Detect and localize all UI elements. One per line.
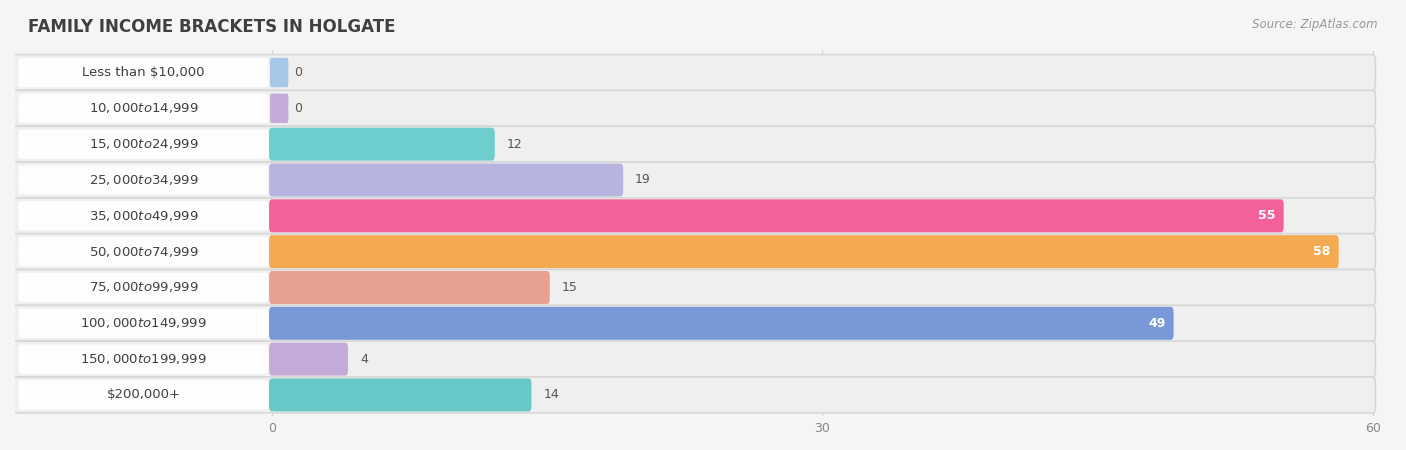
Text: FAMILY INCOME BRACKETS IN HOLGATE: FAMILY INCOME BRACKETS IN HOLGATE: [28, 18, 395, 36]
FancyBboxPatch shape: [269, 199, 1284, 232]
FancyBboxPatch shape: [18, 94, 269, 123]
Text: 0: 0: [294, 102, 302, 115]
FancyBboxPatch shape: [270, 58, 288, 87]
FancyBboxPatch shape: [13, 90, 1375, 126]
Text: 15: 15: [562, 281, 578, 294]
FancyBboxPatch shape: [13, 126, 1375, 162]
FancyBboxPatch shape: [269, 235, 1339, 268]
FancyBboxPatch shape: [13, 54, 1375, 90]
FancyBboxPatch shape: [18, 273, 269, 302]
Text: $35,000 to $49,999: $35,000 to $49,999: [89, 209, 198, 223]
Text: $200,000+: $200,000+: [107, 388, 180, 401]
Text: 19: 19: [636, 174, 651, 186]
FancyBboxPatch shape: [269, 307, 1174, 340]
FancyBboxPatch shape: [269, 378, 531, 411]
Text: $50,000 to $74,999: $50,000 to $74,999: [89, 245, 198, 259]
FancyBboxPatch shape: [13, 377, 1375, 413]
FancyBboxPatch shape: [13, 341, 1375, 377]
FancyBboxPatch shape: [13, 234, 1375, 270]
Text: 4: 4: [360, 353, 368, 365]
FancyBboxPatch shape: [18, 309, 269, 338]
FancyBboxPatch shape: [18, 58, 269, 87]
Text: 49: 49: [1147, 317, 1166, 330]
FancyBboxPatch shape: [18, 380, 269, 410]
FancyBboxPatch shape: [269, 271, 550, 304]
Text: 0: 0: [294, 66, 302, 79]
FancyBboxPatch shape: [18, 237, 269, 266]
FancyBboxPatch shape: [13, 198, 1375, 234]
FancyBboxPatch shape: [18, 130, 269, 159]
Text: 12: 12: [506, 138, 523, 151]
FancyBboxPatch shape: [13, 162, 1375, 198]
FancyBboxPatch shape: [13, 306, 1375, 341]
Text: $10,000 to $14,999: $10,000 to $14,999: [89, 101, 198, 115]
FancyBboxPatch shape: [269, 342, 349, 376]
Text: $25,000 to $34,999: $25,000 to $34,999: [89, 173, 198, 187]
Text: Less than $10,000: Less than $10,000: [82, 66, 205, 79]
FancyBboxPatch shape: [18, 344, 269, 374]
FancyBboxPatch shape: [18, 201, 269, 230]
FancyBboxPatch shape: [269, 128, 495, 161]
FancyBboxPatch shape: [13, 270, 1375, 306]
Text: $15,000 to $24,999: $15,000 to $24,999: [89, 137, 198, 151]
FancyBboxPatch shape: [269, 163, 623, 197]
Text: $75,000 to $99,999: $75,000 to $99,999: [89, 280, 198, 294]
Text: 55: 55: [1258, 209, 1275, 222]
Text: 58: 58: [1313, 245, 1330, 258]
Text: Source: ZipAtlas.com: Source: ZipAtlas.com: [1253, 18, 1378, 31]
Text: 14: 14: [543, 388, 560, 401]
Text: $150,000 to $199,999: $150,000 to $199,999: [80, 352, 207, 366]
Text: $100,000 to $149,999: $100,000 to $149,999: [80, 316, 207, 330]
FancyBboxPatch shape: [18, 165, 269, 195]
FancyBboxPatch shape: [270, 94, 288, 123]
